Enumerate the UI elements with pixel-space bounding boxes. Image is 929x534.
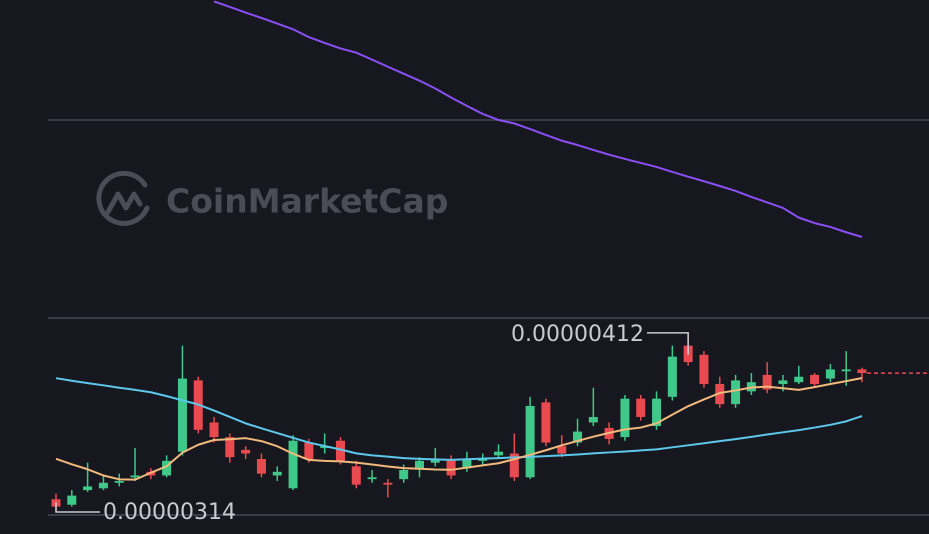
watermark-text: CoinMarketCap <box>166 182 448 221</box>
candle-body <box>494 451 504 456</box>
candle-body <box>557 446 567 454</box>
candle-body <box>525 405 535 478</box>
candle-body <box>114 480 124 483</box>
moving-average-line <box>55 377 863 481</box>
candle-body <box>430 459 440 463</box>
low-label-line <box>55 502 100 513</box>
candle-body <box>762 374 772 390</box>
candle-body <box>130 475 140 478</box>
candle-body <box>98 482 108 489</box>
watermark-logo <box>96 170 150 226</box>
candle-body <box>383 482 393 485</box>
candle-body <box>272 471 282 476</box>
candle-body <box>715 384 725 405</box>
candle-body <box>667 356 677 397</box>
candle-body <box>857 369 867 374</box>
candle-body <box>446 459 456 476</box>
candle-body <box>541 402 551 443</box>
candle-body <box>241 449 251 454</box>
candle-body <box>351 466 361 485</box>
high-label: 0.00000412 <box>511 322 644 347</box>
candle-body <box>636 398 646 417</box>
candle-body <box>399 469 409 480</box>
moving-average-line <box>55 377 863 461</box>
candle-body <box>620 398 630 438</box>
candle-body <box>794 376 804 383</box>
candle-body <box>304 442 314 460</box>
candle-body <box>256 459 266 474</box>
candle-body <box>320 446 330 449</box>
candle-body <box>177 378 187 452</box>
candle-body <box>288 440 298 489</box>
candle-body <box>652 398 662 427</box>
candle-body <box>209 422 219 438</box>
moving-average-line <box>213 0 863 238</box>
candle-body <box>810 374 820 385</box>
candle-body <box>778 380 788 385</box>
candle-body <box>335 440 345 461</box>
candle-body <box>731 380 741 405</box>
candle-body <box>67 495 77 505</box>
candle-body <box>509 453 519 478</box>
candle-body <box>588 416 598 423</box>
candle-body <box>699 354 709 385</box>
candle-body <box>367 477 377 480</box>
candle-body <box>825 369 835 379</box>
candle-body <box>573 431 583 443</box>
candle-body <box>83 486 93 491</box>
candle-body <box>162 460 172 476</box>
candle-body <box>225 437 235 458</box>
candle-body <box>841 369 851 372</box>
candle-body <box>478 459 488 461</box>
candle-body <box>414 460 424 469</box>
high-label-line <box>647 332 689 355</box>
candle-body <box>462 459 472 469</box>
low-label: 0.00000314 <box>103 500 236 525</box>
